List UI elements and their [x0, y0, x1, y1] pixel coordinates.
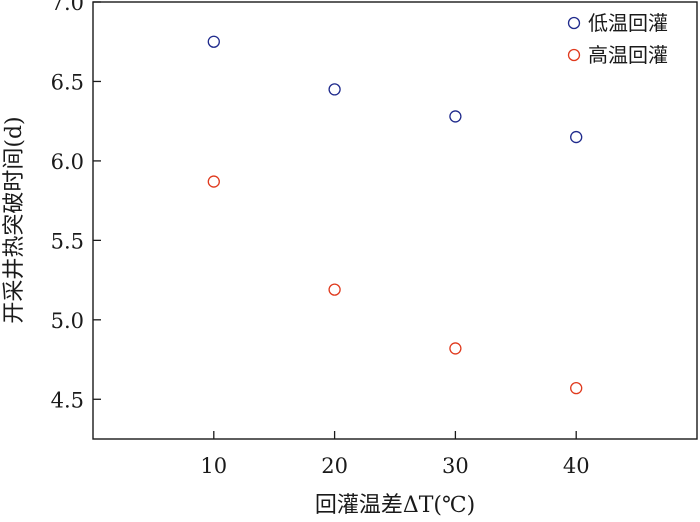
y-tick-label: 5.5: [51, 229, 84, 253]
y-axis-label: 开采井热突破时间(d): [2, 116, 27, 323]
legend-marker-low-temp: [567, 16, 581, 30]
plot-frame: [92, 1, 698, 440]
data-point-high-temp: [570, 381, 583, 395]
y-tick-label: 6.0: [51, 150, 84, 174]
legend-label-high-temp: 高温回灌: [588, 43, 668, 67]
y-tick-label: 6.5: [51, 70, 84, 94]
data-points: [207, 35, 583, 395]
data-point-high-temp: [328, 283, 341, 296]
x-tick-label: 40: [563, 454, 590, 478]
data-point-low-temp: [328, 83, 341, 96]
data-point-low-temp: [570, 130, 583, 144]
data-point-low-temp: [449, 110, 462, 123]
x-tick-label: 20: [321, 454, 348, 478]
y-tick-label: 7.0: [51, 0, 84, 15]
y-tick-label: 4.5: [51, 388, 84, 412]
data-point-high-temp: [449, 342, 462, 355]
x-axis-label: 回灌温差ΔT(℃): [315, 493, 475, 518]
x-tick-label: 30: [442, 454, 469, 478]
legend-marker-high-temp: [567, 48, 581, 62]
x-axis-ticks: 10 20 30 40: [200, 431, 590, 478]
x-tick-label: 10: [200, 454, 227, 478]
y-tick-label: 5.0: [51, 309, 84, 333]
legend-label-low-temp: 低温回灌: [588, 11, 668, 35]
y-axis-ticks: 4.5 5.0 5.5 6.0 6.5 7.0: [51, 0, 101, 412]
legend: 低温回灌 高温回灌: [567, 11, 668, 67]
data-point-low-temp: [207, 35, 220, 48]
data-point-high-temp: [207, 175, 220, 188]
